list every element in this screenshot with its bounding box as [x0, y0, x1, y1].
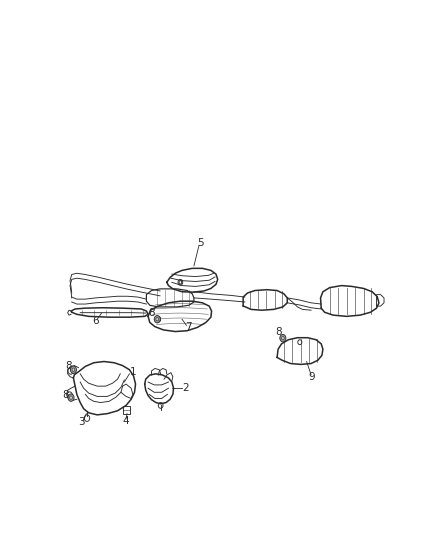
Text: 1: 1	[130, 367, 137, 377]
Circle shape	[156, 318, 159, 321]
Circle shape	[154, 316, 160, 323]
Text: 5: 5	[197, 238, 203, 248]
Text: 8: 8	[65, 361, 72, 371]
Circle shape	[282, 336, 284, 340]
Text: 7: 7	[185, 322, 191, 333]
Text: 2: 2	[183, 383, 189, 393]
Text: 8: 8	[275, 327, 282, 337]
Text: 6: 6	[92, 316, 99, 326]
Bar	[123, 406, 130, 414]
Text: 4: 4	[123, 416, 129, 426]
Text: 8: 8	[63, 390, 69, 400]
Circle shape	[71, 366, 77, 374]
Circle shape	[70, 396, 72, 399]
Circle shape	[280, 334, 286, 342]
Text: 9: 9	[309, 372, 315, 382]
Circle shape	[72, 368, 75, 372]
Circle shape	[68, 394, 74, 401]
Text: 3: 3	[78, 417, 85, 427]
Text: 8: 8	[148, 308, 155, 318]
